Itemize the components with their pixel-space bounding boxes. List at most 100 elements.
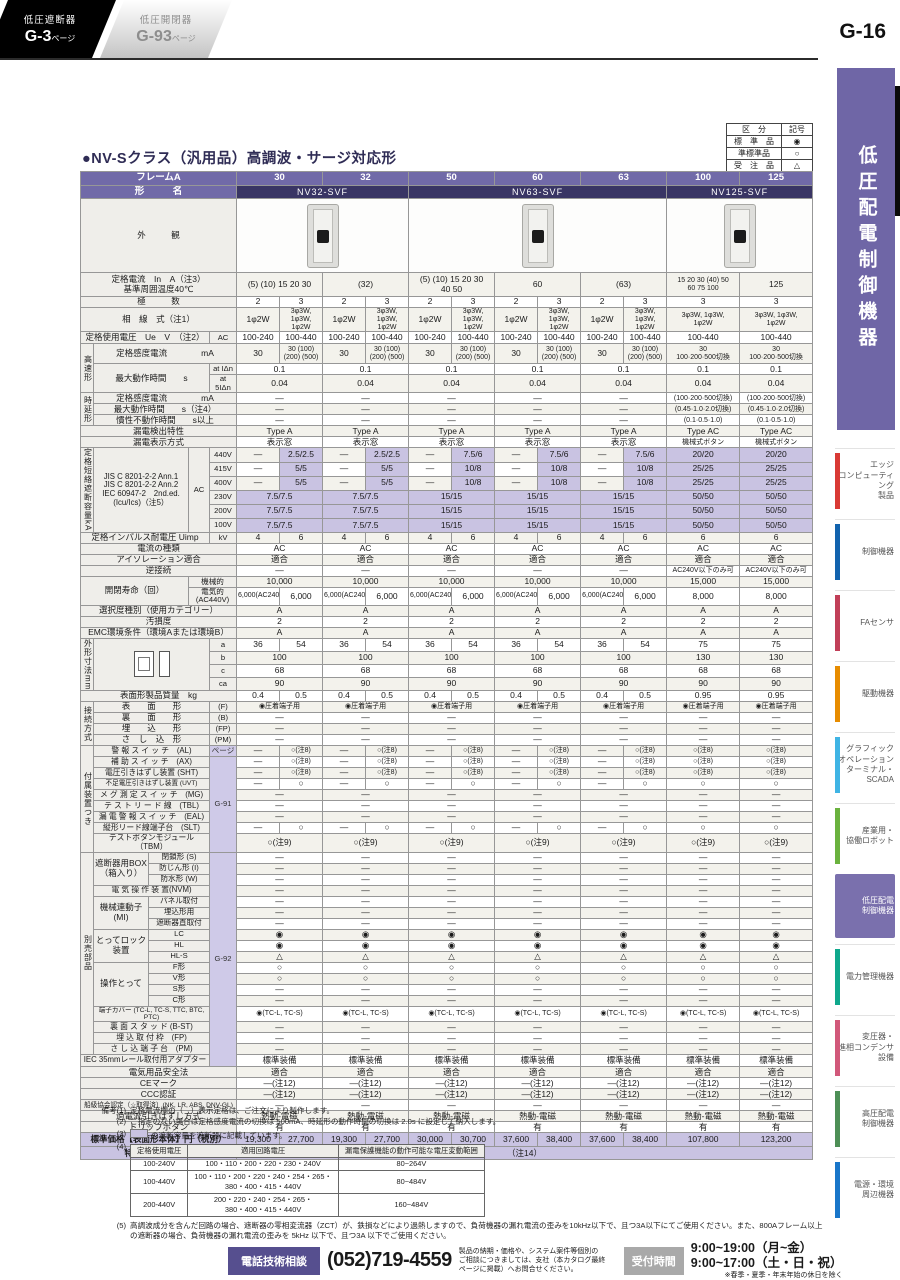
spec-value: A [580,604,668,617]
spec-value: 6 [666,531,741,544]
spec-value: — [322,745,367,758]
tab-low-voltage-breakers[interactable]: 低圧遮断器 G-3ページ [0,0,116,58]
spec-value: ○(注8) [451,745,496,758]
spec-value: ◉(TC-L, TC-S) [580,1005,668,1023]
spec-value: 6 [739,531,814,544]
spec-value: — [235,917,324,930]
spec-value: — [322,712,410,725]
group-label: 外形寸法mm [80,637,94,692]
row-label: 機械連動子 (MI) [93,895,149,930]
sidebar-item[interactable]: 電源・環境 周辺機器 [835,1157,895,1222]
sidebar-item[interactable]: 駆動機器 [835,661,895,726]
spec-value: — [494,1021,582,1034]
spec-value: 3 [451,296,496,308]
spec-value: ○(注9) [322,833,410,853]
spec-value: 標準装備 [580,1054,668,1068]
spec-value: 54 [537,637,582,652]
spec-value: — [666,723,741,736]
spec-value: ○(注8) [278,767,324,780]
spec-value: — [322,392,410,405]
category-color-bar [835,666,840,722]
spec-value: 30 100·200·500切換 [739,343,814,365]
spec-value: 3 [739,296,814,308]
spec-value: 10/8 [537,461,582,477]
spec-value: 1φ2W [322,306,367,333]
sidebar-main-tab[interactable]: 低圧配電制御機器 [837,68,895,430]
row-label: a [209,637,237,652]
spec-value: ◉ [494,928,582,941]
spec-value: 0.1 [494,363,582,376]
spec-value: — [236,778,280,791]
spec-value: ○(注8) [537,756,582,769]
spec-value: 60 [494,272,582,297]
row-label: さ し 込 形 [93,734,210,747]
legend-cell: ◉ [781,135,813,148]
spec-value: 2 [580,296,625,308]
sidebar-item[interactable]: 制御機器 [835,519,895,584]
spec-value: ○ [580,972,668,985]
spec-value: ○(注9) [580,833,668,853]
spec-value: — [666,1021,741,1034]
sidebar-item[interactable]: グラフィック オペレーション ターミナル・ SCADA [835,732,895,797]
sidebar-item[interactable]: 変圧器・ 進相コンデンサ 設備 [835,1015,895,1080]
page-ref-cell: G-92 [209,851,237,1068]
note-table-cell: 200-440V [129,1192,189,1217]
spec-value: —(注12) [408,1077,496,1090]
sidebar-item[interactable]: 低圧配電 制御機器 [835,874,895,938]
row-label: 定格インパルス耐電圧 Uimp [80,531,210,544]
spec-value: ◉圧着端子用 [322,701,410,714]
spec-value: (5) (10) 15 20 30 [235,272,324,297]
sidebar-item[interactable]: エッジ コンピューティング 製品 [835,448,895,513]
row-label: 船級協会認定（☆取得済）(NK, LR, ABS, DNV-GL) [80,1099,237,1112]
spec-value: 100 [235,650,324,665]
spec-value: — [235,564,324,577]
tab-page-ref: G-3ページ [24,28,76,45]
hours-weekend: 9:00~17:00（土・日・祝） [690,1256,843,1270]
spec-value: 90 [580,677,668,692]
spec-value: 10/8 [451,475,496,491]
spec-value: — [322,917,410,930]
spec-value: — [235,789,324,802]
sidebar-item[interactable]: 電力管理機器 [835,944,895,1009]
spec-value: —(注12) [580,1077,668,1090]
breaker-photo [521,203,554,268]
spec-value: 2 [322,296,367,308]
spec-value: 7.5/6 [451,447,496,463]
page-ref-cell: ページ [209,745,237,758]
tab-low-voltage-switches[interactable]: 低圧開閉器 G-93ページ [100,0,232,58]
spec-value: 100-240 [580,331,625,345]
spec-value: ○(注8) [623,745,668,758]
spec-value: △ [408,950,496,963]
spec-value: 100 [580,650,668,665]
model-name: NV63-SVF [408,185,668,199]
product-photo-cell [666,198,814,273]
spec-value: — [666,884,741,897]
spec-value: 130 [666,650,741,665]
spec-value: ○ [235,972,324,985]
spec-value: ◉ [235,928,324,941]
legend-table: 区 分記号標 準 品 ◉ 準標準品 ○ 受 注 品 △ [726,123,813,172]
spec-value: — [408,822,453,835]
sidebar-item[interactable]: 高圧配電 制御機器 [835,1086,895,1151]
spec-value: ○(注8) [666,767,741,780]
note-table-header: 漏電保護機能の動作可能な電圧変動範囲 [337,1143,485,1158]
spec-value: — [235,1032,324,1045]
spec-value: A [322,604,410,617]
sidebar-item[interactable]: 産業用・ 協働ロボット [835,803,895,868]
spec-value: 適合 [739,553,814,566]
price-value: 30,000 [408,1132,453,1148]
legend-cell: 準標準品 [726,147,782,160]
page-tabs: 低圧遮断器 G-3ページ 低圧開閉器 G-93ページ [0,0,232,58]
spec-value: A [666,604,741,617]
spec-value: — [235,1043,324,1056]
remarks: 備考(1) 定格電流欄の（ ）表示定格は、ご注文により製作します。 (2) ご指定のな… [80,1106,828,1242]
note-table-cell: 100・110・200・220・230・240V [187,1156,339,1171]
spec-value: — [322,1032,410,1045]
spec-value: — [408,1032,496,1045]
spec-value: 25/25 [739,461,814,477]
spec-value: 10/8 [451,461,496,477]
spec-value: ○(注8) [537,767,582,780]
spec-value: 90 [494,677,582,692]
spec-value: ○(注8) [451,756,496,769]
sidebar-item[interactable]: FAセンサ [835,590,895,655]
